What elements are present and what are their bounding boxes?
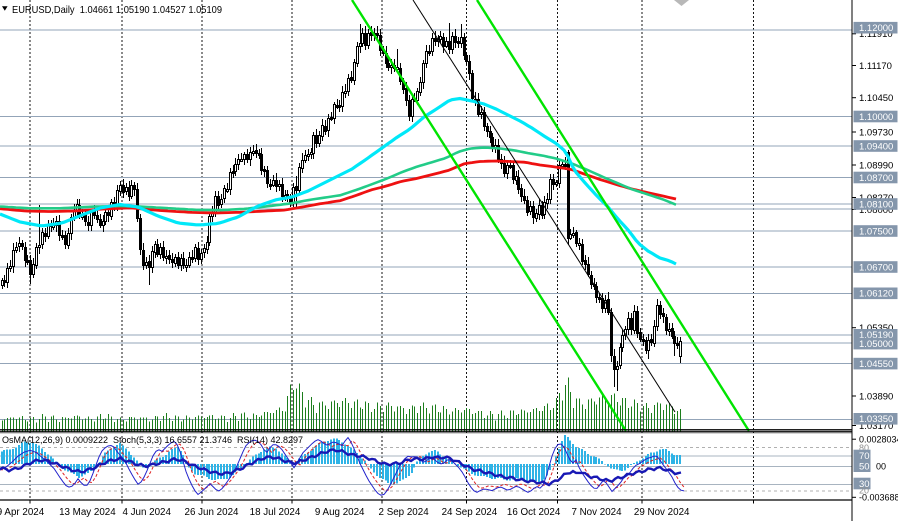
svg-text:1.10000: 1.10000 [859,112,893,123]
svg-text:1.12000: 1.12000 [859,23,893,34]
svg-text:80: 80 [859,443,869,453]
svg-text:18 Jul 2024: 18 Jul 2024 [250,507,301,518]
svg-text:16 Oct 2024: 16 Oct 2024 [507,507,561,518]
svg-text:OsMA(12,26,9) 0.0009222 Stoch: OsMA(12,26,9) 0.0009222 Stoch(5,3,3) 16.… [2,435,303,445]
svg-text:20: 20 [859,486,869,496]
svg-text:1.11170: 1.11170 [859,61,892,72]
svg-text:13 May 2024: 13 May 2024 [59,507,116,518]
svg-text:1.07500: 1.07500 [859,226,893,237]
svg-text:0.0028034: 0.0028034 [859,435,898,445]
svg-text:30: 30 [859,479,870,490]
svg-text:1.03350: 1.03350 [859,414,893,425]
svg-text:1.08000: 1.08000 [859,205,893,216]
svg-text:1.09400: 1.09400 [859,141,893,152]
svg-text:1.09730: 1.09730 [859,127,893,138]
svg-text:1.05190: 1.05190 [859,330,893,341]
svg-text:00: 00 [876,462,886,472]
svg-text:70: 70 [859,451,870,462]
svg-text:1.08700: 1.08700 [859,173,893,184]
svg-text:1.10450: 1.10450 [859,93,893,104]
svg-text:50: 50 [859,462,870,473]
svg-text:1.03170: 1.03170 [859,421,893,432]
svg-text:1.11910: 1.11910 [859,29,893,40]
svg-text:2 Sep 2024: 2 Sep 2024 [379,507,430,518]
svg-text:7 Nov 2024: 7 Nov 2024 [571,507,622,518]
svg-text:1.06120: 1.06120 [859,289,893,300]
svg-text:1.08990: 1.08990 [859,160,893,171]
svg-text:9 Aug 2024: 9 Aug 2024 [315,507,365,518]
svg-text:9 Apr 2024: 9 Apr 2024 [0,507,45,518]
svg-text:1.03890: 1.03890 [859,391,893,402]
svg-text:4 Jun 2024: 4 Jun 2024 [122,507,171,518]
svg-text:26 Jun 2024: 26 Jun 2024 [185,507,239,518]
svg-text:1.08100: 1.08100 [859,199,893,210]
svg-text:1.04550: 1.04550 [859,359,893,370]
svg-text:1.06700: 1.06700 [859,262,893,273]
svg-text:1.05000: 1.05000 [859,339,893,350]
svg-text:29 Nov 2024: 29 Nov 2024 [634,507,690,518]
svg-text:1.05350: 1.05350 [859,323,893,334]
svg-text:EURUSD,Daily 1.04661 1.05190: EURUSD,Daily 1.04661 1.05190 1.04527 1.0… [12,5,222,16]
svg-text:24 Sep 2024: 24 Sep 2024 [442,507,498,518]
svg-text:-0.003688: -0.003688 [859,493,898,503]
